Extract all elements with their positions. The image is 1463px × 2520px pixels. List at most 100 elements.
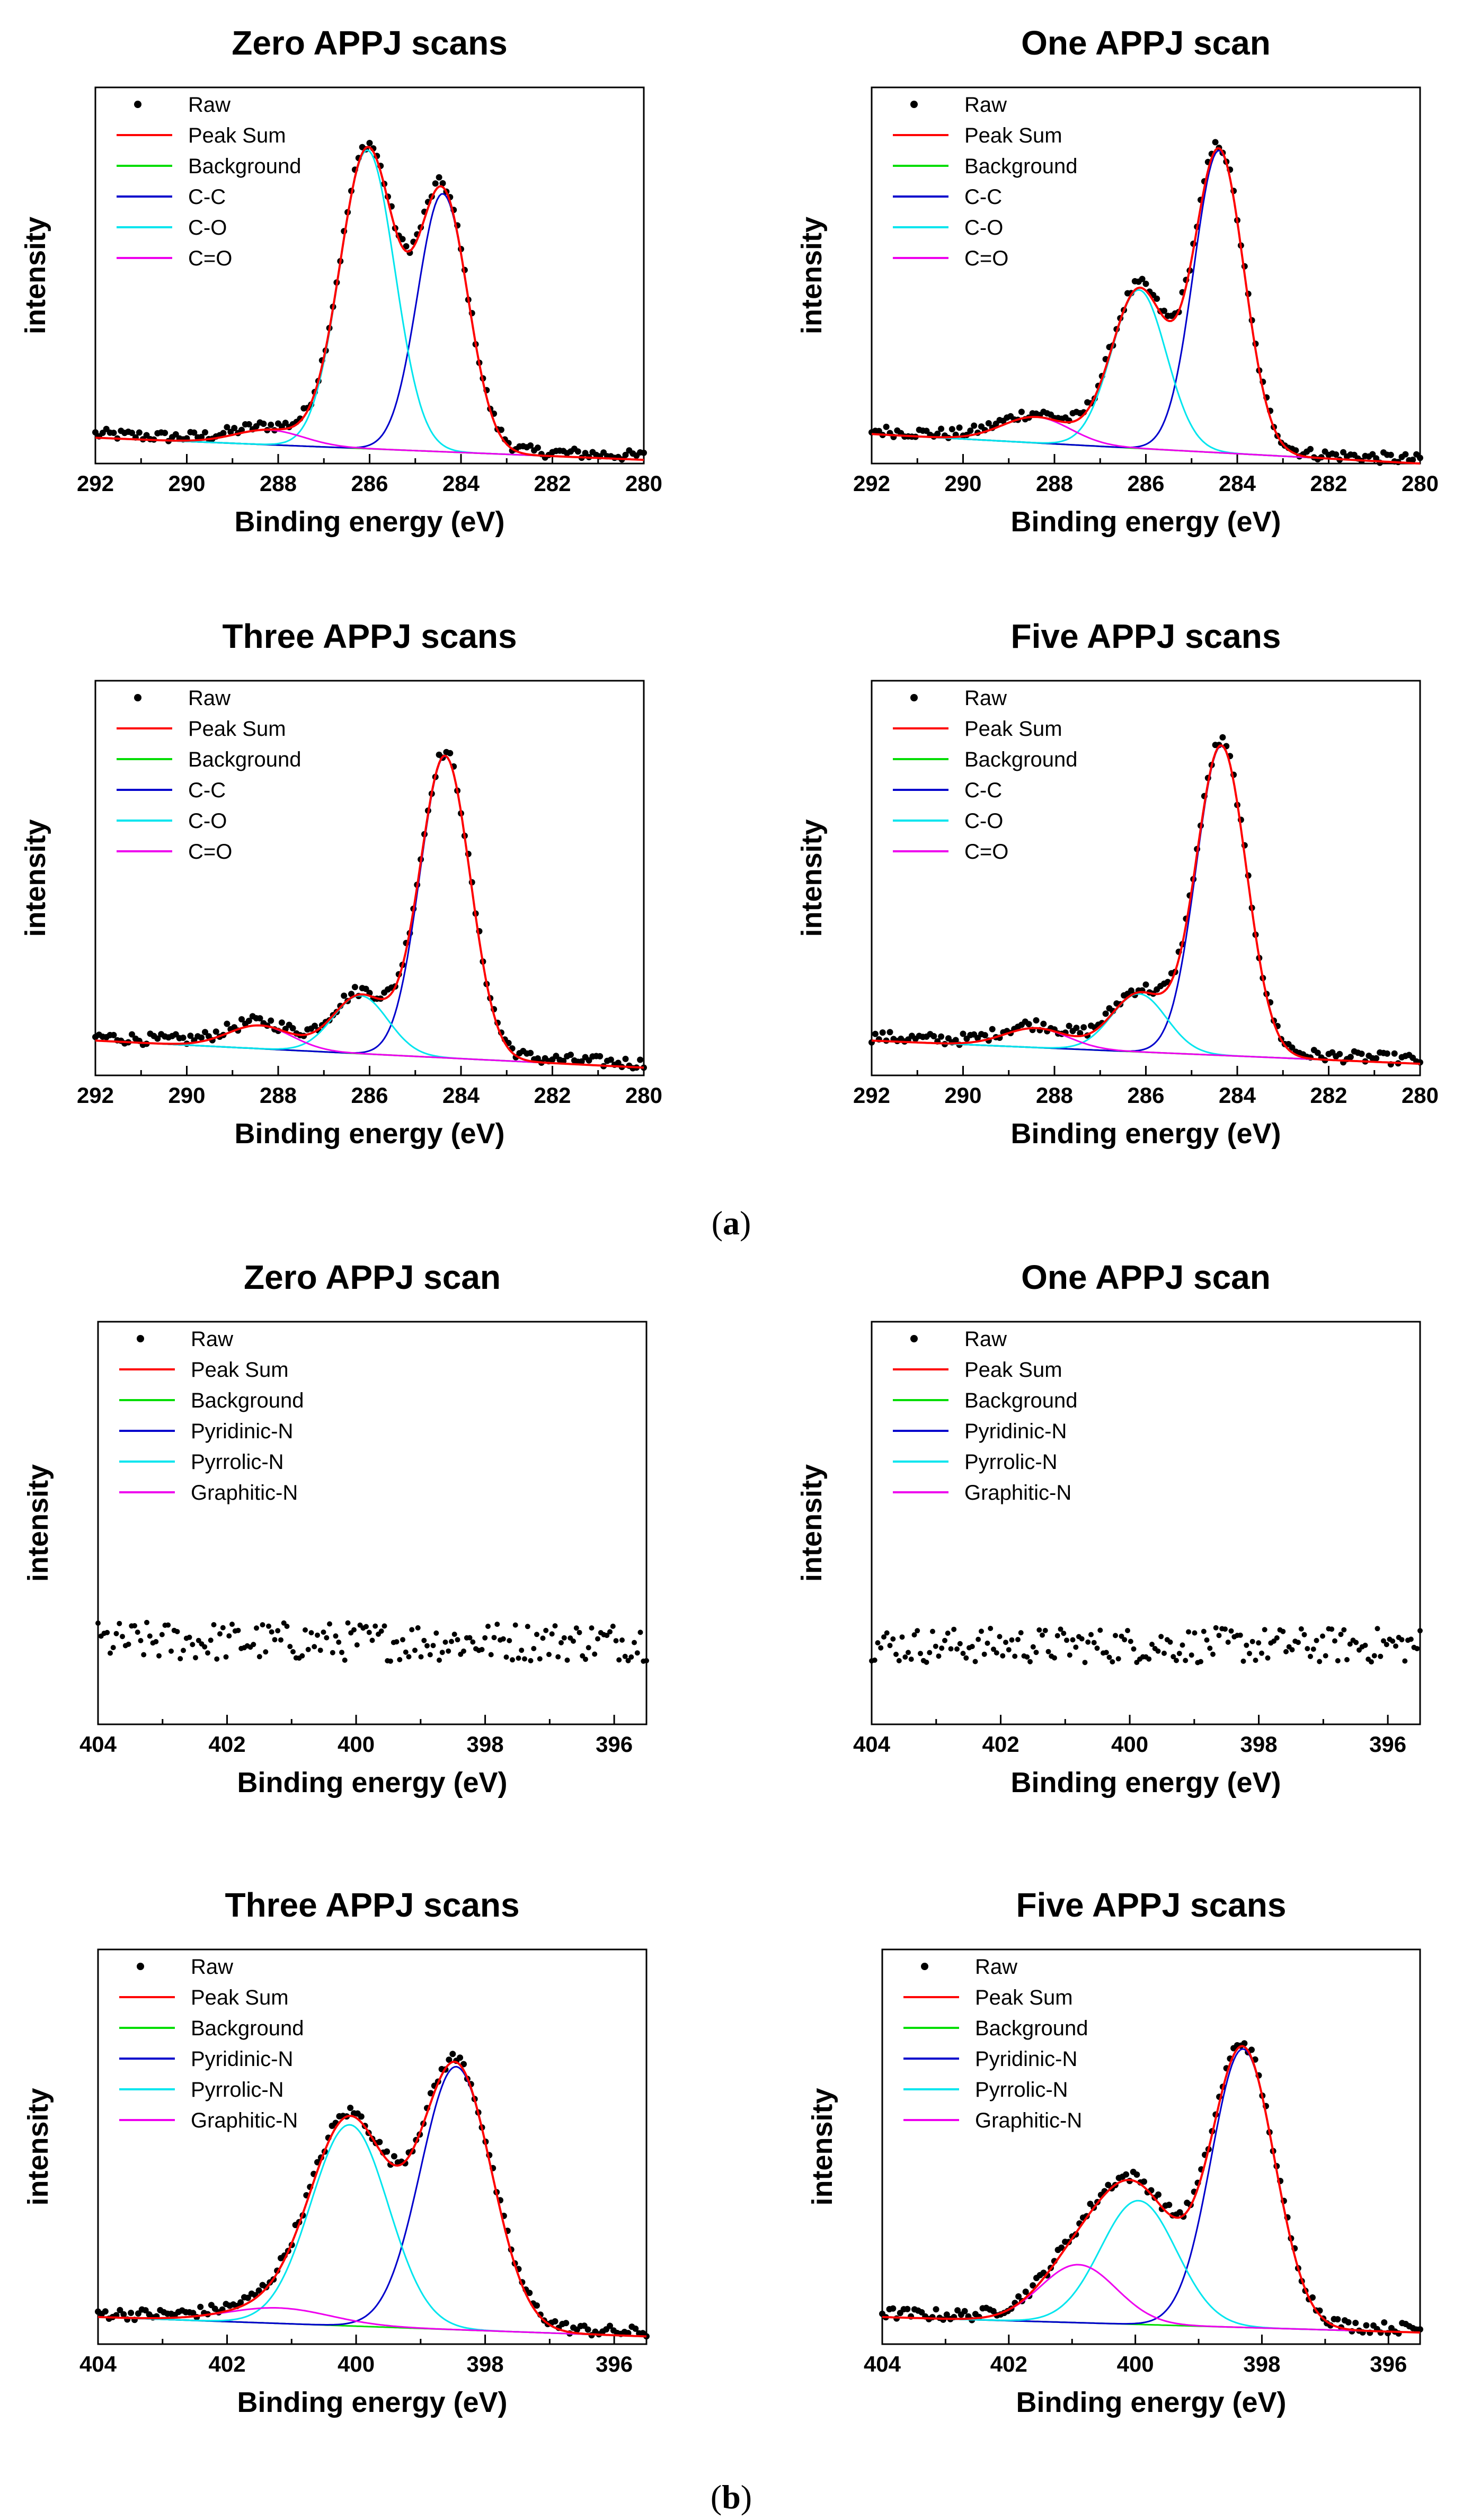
plot-frame bbox=[871, 1321, 1421, 1725]
plot-frame bbox=[871, 86, 1421, 465]
raw-point bbox=[461, 1648, 466, 1654]
raw-point bbox=[1058, 2244, 1065, 2251]
raw-point bbox=[1219, 734, 1226, 741]
raw-point bbox=[1122, 1637, 1128, 1643]
raw-point bbox=[615, 1059, 622, 1066]
raw-point bbox=[988, 1626, 994, 1631]
raw-point bbox=[527, 442, 534, 449]
raw-point bbox=[136, 429, 143, 436]
raw-point bbox=[1289, 1044, 1296, 1051]
raw-point bbox=[994, 1650, 999, 1656]
raw-point bbox=[534, 2302, 540, 2309]
raw-point bbox=[266, 1623, 271, 1629]
raw-point bbox=[948, 1646, 954, 1652]
raw-point bbox=[619, 1637, 625, 1643]
legend-marker-raw bbox=[910, 101, 918, 108]
legend-label: Graphitic-N bbox=[191, 2109, 298, 2132]
raw-point bbox=[284, 1624, 290, 1629]
legend: Raw Peak Sum Background C-C C-O C=O bbox=[893, 687, 1077, 863]
legend-label: C-C bbox=[964, 779, 1002, 802]
raw-point bbox=[1308, 1653, 1313, 1659]
raw-point bbox=[1154, 295, 1160, 302]
raw-point bbox=[934, 430, 941, 437]
raw-point bbox=[485, 1624, 491, 1629]
raw-point bbox=[142, 2307, 149, 2314]
raw-point bbox=[403, 243, 410, 250]
raw-point bbox=[245, 1018, 252, 1025]
legend-label: Raw bbox=[188, 687, 230, 710]
raw-point bbox=[488, 1652, 494, 1658]
raw-point bbox=[604, 1633, 610, 1639]
raw-point bbox=[229, 1622, 235, 1627]
legend-label: Raw bbox=[964, 687, 1007, 710]
raw-point bbox=[1033, 1017, 1040, 1024]
raw-point bbox=[881, 1634, 886, 1640]
xps-panel-3: Three APPJ scans 292 290 288 286 284 282 280 Bin… bbox=[20, 617, 662, 1150]
raw-point bbox=[1353, 1640, 1359, 1645]
raw-point bbox=[1097, 1627, 1103, 1633]
raw-point bbox=[540, 1635, 546, 1641]
raw-point bbox=[1256, 1640, 1262, 1646]
raw-point bbox=[108, 1650, 113, 1656]
x-tick-label: 292 bbox=[853, 1083, 890, 1108]
raw-point bbox=[1006, 1647, 1012, 1653]
raw-point bbox=[1036, 1627, 1042, 1633]
raw-point bbox=[1347, 1054, 1354, 1061]
raw-point bbox=[1015, 1637, 1021, 1642]
x-tick-label: 282 bbox=[1310, 471, 1347, 496]
raw-point bbox=[883, 423, 890, 430]
raw-point bbox=[117, 2307, 123, 2313]
raw-point bbox=[1347, 1641, 1353, 1647]
raw-point bbox=[104, 1629, 110, 1635]
raw-point bbox=[893, 1651, 899, 1657]
raw-point bbox=[341, 992, 348, 999]
raw-point bbox=[1061, 1631, 1067, 1636]
x-axis-label: Binding energy (eV) bbox=[237, 1767, 507, 1798]
raw-point bbox=[156, 1653, 162, 1659]
x-tick-label: 280 bbox=[1402, 1083, 1439, 1108]
x-tick-label: 286 bbox=[351, 1083, 388, 1108]
raw-point bbox=[592, 1651, 598, 1657]
x-tick-label: 286 bbox=[1127, 1083, 1164, 1108]
raw-point bbox=[187, 1634, 192, 1640]
raw-point bbox=[1340, 449, 1347, 456]
raw-point bbox=[1052, 1655, 1057, 1661]
raw-point bbox=[1363, 2322, 1370, 2329]
raw-point bbox=[1009, 1637, 1015, 1643]
x-tick-label: 404 bbox=[864, 2352, 901, 2376]
raw-point bbox=[1042, 1627, 1048, 1633]
legend-label: Background bbox=[964, 748, 1077, 771]
raw-point bbox=[1417, 1628, 1423, 1634]
y-axis-label: intensity bbox=[22, 1464, 54, 1582]
raw-point bbox=[1064, 1637, 1069, 1643]
raw-point bbox=[1371, 1653, 1377, 1659]
raw-point bbox=[981, 1032, 988, 1039]
raw-point bbox=[571, 1639, 576, 1644]
raw-point bbox=[418, 1654, 424, 1660]
raw-point bbox=[110, 430, 117, 437]
raw-point bbox=[1414, 1646, 1420, 1652]
raw-point bbox=[945, 1631, 951, 1636]
raw-point bbox=[205, 1650, 210, 1656]
raw-point bbox=[1171, 1654, 1176, 1660]
raw-point bbox=[268, 421, 274, 428]
x-tick-label: 290 bbox=[944, 1083, 981, 1108]
x-tick-label: 402 bbox=[990, 2352, 1027, 2376]
raw-data-series bbox=[879, 2040, 1423, 2337]
raw-point bbox=[1310, 1646, 1316, 1652]
raw-point bbox=[613, 1638, 619, 1644]
raw-point bbox=[141, 1652, 147, 1658]
xps-panel-7: Three APPJ scans 404 402 400 398 396 Binding e… bbox=[22, 1886, 650, 2418]
legend-label: Pyrrolic-N bbox=[191, 2078, 284, 2102]
raw-point bbox=[113, 1631, 119, 1636]
raw-point bbox=[534, 1632, 539, 1637]
raw-point bbox=[1417, 2326, 1423, 2333]
raw-point bbox=[245, 421, 252, 428]
raw-point bbox=[516, 1655, 521, 1661]
raw-point bbox=[354, 1642, 360, 1648]
raw-point bbox=[126, 1641, 131, 1647]
x-tick-label: 280 bbox=[625, 471, 662, 496]
raw-point bbox=[220, 430, 227, 437]
raw-point bbox=[1123, 2171, 1130, 2178]
